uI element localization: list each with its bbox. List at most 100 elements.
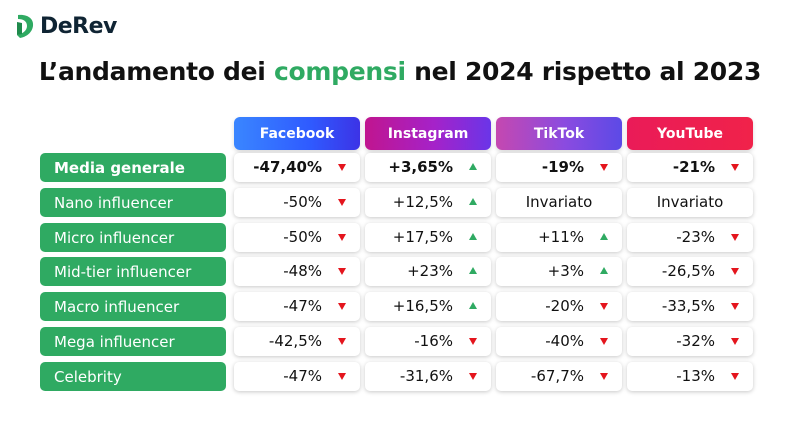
table-cell-instagram: +16,5% [365, 292, 491, 321]
row-label: Nano influencer [40, 188, 226, 217]
trend-down-icon [338, 338, 346, 345]
trend-down-icon [338, 373, 346, 380]
cell-value: -47% [283, 297, 322, 315]
trend-down-icon [469, 373, 477, 380]
table-cell-facebook: -47% [234, 292, 360, 321]
cell-value: -32% [676, 332, 715, 350]
cell-value: -21% [672, 158, 715, 176]
derev-logo-icon [17, 14, 34, 38]
row-label: Media generale [40, 153, 226, 182]
table-cell-facebook: -48% [234, 257, 360, 286]
trend-down-icon [600, 303, 608, 310]
trend-up-icon [600, 267, 608, 274]
table-cell-tiktok: -19% [496, 153, 622, 182]
trend-down-icon [731, 338, 739, 345]
cell-value: +3,65% [388, 158, 453, 176]
cell-value: -42,5% [268, 332, 322, 350]
table-cell-instagram: -16% [365, 327, 491, 356]
derev-logo: DeRev [14, 12, 117, 40]
table-cell-youtube: Invariato [627, 188, 753, 217]
table-cell-instagram: -31,6% [365, 362, 491, 391]
trend-up-icon [469, 198, 477, 205]
table-cell-instagram: +23% [365, 257, 491, 286]
trend-up-icon [469, 163, 477, 170]
cell-value: -23% [676, 228, 715, 246]
table-cell-youtube: -23% [627, 223, 753, 252]
trend-down-icon [338, 164, 346, 171]
trend-down-icon [338, 234, 346, 241]
trend-down-icon [600, 164, 608, 171]
column-header-youtube: YouTube [627, 117, 753, 150]
title-text-start: L’andamento dei [38, 57, 274, 86]
table-cell-tiktok: +3% [496, 257, 622, 286]
cell-value: Invariato [656, 193, 724, 211]
table-cell-facebook: -47% [234, 362, 360, 391]
table-cell-instagram: +12,5% [365, 188, 491, 217]
title-text-end: nel 2024 rispetto al 2023 [405, 57, 762, 86]
trend-up-icon [600, 233, 608, 240]
trend-down-icon [731, 164, 739, 171]
cell-value: -67,7% [530, 367, 584, 385]
cell-value: +12,5% [392, 193, 453, 211]
table-cell-tiktok: -67,7% [496, 362, 622, 391]
table-cell-instagram: +17,5% [365, 223, 491, 252]
cell-value: -48% [283, 262, 322, 280]
row-label: Micro influencer [40, 223, 226, 252]
cell-value: -20% [545, 297, 584, 315]
table-cell-tiktok: -20% [496, 292, 622, 321]
cell-value: -50% [283, 228, 322, 246]
table-cell-youtube: -21% [627, 153, 753, 182]
cell-value: -31,6% [399, 367, 453, 385]
table-cell-youtube: -13% [627, 362, 753, 391]
cell-value: -47% [283, 367, 322, 385]
table-cell-facebook: -42,5% [234, 327, 360, 356]
table-cell-youtube: -26,5% [627, 257, 753, 286]
brand-name: DeRev [40, 13, 117, 39]
title-accent: compensi [273, 57, 406, 86]
cell-value: Invariato [525, 193, 593, 211]
row-label: Mid-tier influencer [40, 257, 226, 286]
cell-value: +23% [407, 262, 453, 280]
row-label: Mega influencer [40, 327, 226, 356]
row-label: Celebrity [40, 362, 226, 391]
cell-value: -50% [283, 193, 322, 211]
cell-value: -33,5% [661, 297, 715, 315]
trend-down-icon [600, 338, 608, 345]
trend-down-icon [731, 303, 739, 310]
trend-down-icon [731, 268, 739, 275]
table-cell-facebook: -50% [234, 188, 360, 217]
table-cell-youtube: -33,5% [627, 292, 753, 321]
trend-up-icon [469, 267, 477, 274]
cell-value: -16% [414, 332, 453, 350]
trend-down-icon [338, 303, 346, 310]
table-cell-tiktok: Invariato [496, 188, 622, 217]
column-header-tiktok: TikTok [496, 117, 622, 150]
cell-value: +17,5% [392, 228, 453, 246]
trend-down-icon [600, 373, 608, 380]
trend-down-icon [338, 268, 346, 275]
trend-up-icon [469, 233, 477, 240]
trend-up-icon [469, 302, 477, 309]
table-cell-facebook: -50% [234, 223, 360, 252]
cell-value: -19% [541, 158, 584, 176]
trend-down-icon [731, 234, 739, 241]
cell-value: +3% [547, 262, 584, 280]
table-cell-tiktok: -40% [496, 327, 622, 356]
table-cell-youtube: -32% [627, 327, 753, 356]
table-cell-instagram: +3,65% [365, 153, 491, 182]
table-cell-tiktok: +11% [496, 223, 622, 252]
cell-value: +11% [538, 228, 584, 246]
cell-value: -26,5% [661, 262, 715, 280]
trend-down-icon [338, 199, 346, 206]
cell-value: +16,5% [392, 297, 453, 315]
column-header-instagram: Instagram [365, 117, 491, 150]
trend-down-icon [731, 373, 739, 380]
column-header-facebook: Facebook [234, 117, 360, 150]
page-title: L’andamento dei compensi nel 2024 rispet… [0, 57, 800, 86]
table-cell-facebook: -47,40% [234, 153, 360, 182]
cell-value: -47,40% [253, 158, 322, 176]
row-label: Macro influencer [40, 292, 226, 321]
cell-value: -13% [676, 367, 715, 385]
cell-value: -40% [545, 332, 584, 350]
